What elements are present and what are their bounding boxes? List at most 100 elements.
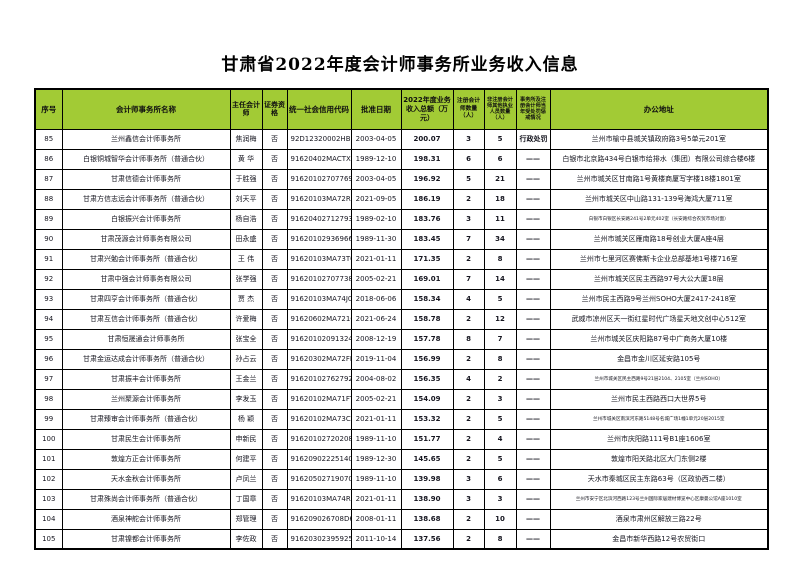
cell-credit-code: 92D12320002HB [286,128,352,150]
cell-credit-code: 91620102707738699L [286,268,352,290]
cell-serial: 89 [34,208,63,230]
col-serial: 序号 [34,88,63,130]
col-revenue: 2022年度业务收入总额（万元） [400,88,454,130]
cell-staff-count: 21 [483,168,517,190]
cell-address: 兰州市城关区南滨河东路5148号名城广场1幢1单元20层2015室 [549,408,769,430]
cell-serial: 90 [34,228,63,250]
cell-chief: 卢凤兰 [229,468,263,490]
table-row: 99 甘肃臻审会计师事务所（普通合伙） 杨 颖 否 91620102MA73CH… [34,408,769,430]
cell-securities: 否 [261,208,288,230]
cell-approval-date: 2021-09-05 [350,188,402,210]
cell-cpa-count: 3 [452,468,485,490]
cell-credit-code: 91620103MA74RFP24M [286,488,352,510]
table-row: 98 兰州聚源会计师事务所 李发玉 否 91620102MA71FT943B 2… [34,388,769,410]
cell-revenue: 158.34 [400,288,454,310]
cell-address: 兰州市民主西路9号兰州SOHO大厦2417-2418室 [549,288,769,310]
cell-chief: 李佐政 [229,528,263,550]
cell-serial: 99 [34,408,63,430]
cell-credit-code: 91620102MA73CH3R6L [286,408,352,430]
cell-approval-date: 1989-12-30 [350,448,402,470]
cell-address: 武威市凉州区天一街红星时代广场星天地文创中心512室 [549,308,769,330]
cell-securities: 否 [261,288,288,310]
cell-serial: 96 [34,348,63,370]
col-firm-name: 会计师事务所名称 [61,88,231,130]
cell-revenue: 169.01 [400,268,454,290]
cell-approval-date: 1989-12-10 [350,148,402,170]
cell-securities: 否 [261,528,288,550]
cell-chief: 于胜强 [229,168,263,190]
cell-chief: 张学强 [229,268,263,290]
cell-penalty: —— [515,388,551,410]
cell-revenue: 145.65 [400,448,454,470]
cell-approval-date: 2021-06-24 [350,308,402,330]
cell-credit-code: 91620302395925710C [286,528,352,550]
cell-securities: 否 [261,428,288,450]
cell-staff-count: 5 [483,448,517,470]
cell-credit-code: 91620102MA71FT943B [286,388,352,410]
cell-revenue: 198.31 [400,148,454,170]
cell-approval-date: 2018-06-06 [350,288,402,310]
cell-securities: 否 [261,228,288,250]
cell-cpa-count: 3 [452,128,485,150]
cell-staff-count: 5 [483,288,517,310]
cell-firm-name: 酒泉神舵会计师事务所 [61,508,231,530]
cell-address: 兰州市城关区民主西路9号21层2104、2105室（兰州SOHO） [549,368,769,390]
cell-chief: 许爱梅 [229,308,263,330]
cell-credit-code: 91620102720208432Q [286,428,352,450]
cell-firm-name: 甘肃殊尚会计师事务所（普通合伙） [61,488,231,510]
cell-cpa-count: 2 [452,388,485,410]
cell-penalty: —— [515,268,551,290]
cell-credit-code: 91620302MA72FMPL74 [286,348,352,370]
cell-staff-count: 18 [483,188,517,210]
cell-securities: 否 [261,168,288,190]
table-body: 85 兰州鑫信会计师事务所 焦润梅 否 92D12320002HB 2003-0… [34,128,769,550]
cell-penalty: —— [515,448,551,470]
cell-penalty: —— [515,208,551,230]
cell-securities: 否 [261,148,288,170]
cell-cpa-count: 2 [452,248,485,270]
cell-chief: 刘天平 [229,188,263,210]
cell-serial: 97 [34,368,63,390]
cell-revenue: 200.07 [400,128,454,150]
cell-credit-code: 91620102707769793B [286,168,352,190]
table-row: 89 白银振兴会计师事务所 杨自浩 否 91620402712793D3F 19… [34,208,769,230]
cell-address: 兰州市榆中县城关镇政府路3号5单元201室 [549,128,769,150]
cell-approval-date: 2021-01-11 [350,248,402,270]
cell-approval-date: 1989-11-10 [350,428,402,450]
cell-revenue: 183.45 [400,228,454,250]
cell-revenue: 156.35 [400,368,454,390]
table-row: 93 甘肃四亨会计师事务所（普通合伙） 贾 杰 否 91620103MA74J0… [34,288,769,310]
cell-approval-date: 1989-02-10 [350,208,402,230]
cell-penalty: —— [515,508,551,530]
cell-serial: 88 [34,188,63,210]
cell-address: 敦煌市阳关路北区大门东侧2楼 [549,448,769,470]
cell-serial: 98 [34,388,63,410]
table-row: 94 甘肃互信会计师事务所（普通合伙） 许爱梅 否 91620602MA721G… [34,308,769,330]
cell-serial: 103 [34,488,63,510]
cell-securities: 否 [261,508,288,530]
cell-chief: 黄 华 [229,148,263,170]
cell-securities: 否 [261,348,288,370]
table-row: 90 甘肃茂源会计师事务有限公司 田永盛 否 91620102936966D29… [34,228,769,250]
cell-firm-name: 天水金秋会计师事务所 [61,468,231,490]
cell-address: 白银市北京路434号白银市给排水（集团）有限公司综合楼6楼 [549,148,769,170]
table-row: 92 甘肃中强会计师事务有限公司 张学强 否 91620102707738699… [34,268,769,290]
cell-approval-date: 2004-08-02 [350,368,402,390]
col-staff-count: 非注册会计师其他执业人员数量（人） [483,88,517,130]
cell-cpa-count: 5 [452,168,485,190]
cell-cpa-count: 2 [452,448,485,470]
cell-firm-name: 甘肃中强会计师事务有限公司 [61,268,231,290]
cell-cpa-count: 2 [452,188,485,210]
cell-serial: 105 [34,528,63,550]
cell-chief: 郑管理 [229,508,263,530]
cell-penalty: —— [515,328,551,350]
cell-serial: 91 [34,248,63,270]
cell-cpa-count: 7 [452,228,485,250]
cell-securities: 否 [261,308,288,330]
cell-firm-name: 甘肃四亨会计师事务所（普通合伙） [61,288,231,310]
cell-cpa-count: 6 [452,148,485,170]
cell-securities: 否 [261,468,288,490]
cell-firm-name: 甘肃民生会计师事务所 [61,428,231,450]
cell-serial: 93 [34,288,63,310]
